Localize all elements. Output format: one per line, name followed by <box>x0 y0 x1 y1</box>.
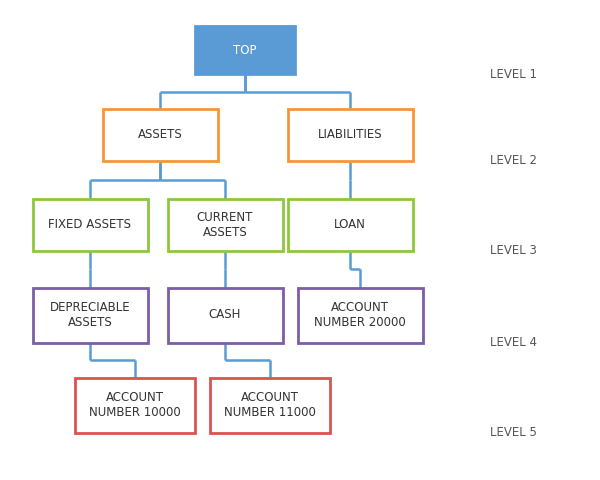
Bar <box>32 288 148 343</box>
Text: LEVEL 1: LEVEL 1 <box>490 68 537 81</box>
Text: LEVEL 4: LEVEL 4 <box>490 336 537 348</box>
Bar <box>298 288 422 343</box>
Text: CASH: CASH <box>209 309 241 322</box>
Text: ASSETS: ASSETS <box>137 129 182 142</box>
Text: ACCOUNT
NUMBER 11000: ACCOUNT NUMBER 11000 <box>224 391 316 419</box>
Bar <box>167 199 283 251</box>
Text: ACCOUNT
NUMBER 20000: ACCOUNT NUMBER 20000 <box>314 301 406 329</box>
Bar <box>210 377 330 432</box>
Bar <box>103 109 218 161</box>
Text: DEPRECIABLE
ASSETS: DEPRECIABLE ASSETS <box>50 301 130 329</box>
Text: LEVEL 5: LEVEL 5 <box>490 425 537 439</box>
Text: TOP: TOP <box>233 44 257 57</box>
Bar <box>287 199 413 251</box>
Text: FIXED ASSETS: FIXED ASSETS <box>49 218 131 231</box>
Text: LEVEL 3: LEVEL 3 <box>490 244 537 257</box>
Bar <box>287 109 413 161</box>
Text: LIABILITIES: LIABILITIES <box>317 129 382 142</box>
Bar <box>75 377 195 432</box>
Text: ACCOUNT
NUMBER 10000: ACCOUNT NUMBER 10000 <box>89 391 181 419</box>
Bar <box>195 26 295 74</box>
Bar <box>32 199 148 251</box>
Text: LEVEL 2: LEVEL 2 <box>490 155 537 168</box>
Text: LOAN: LOAN <box>334 218 366 231</box>
Bar <box>167 288 283 343</box>
Text: CURRENT
ASSETS: CURRENT ASSETS <box>197 211 253 239</box>
